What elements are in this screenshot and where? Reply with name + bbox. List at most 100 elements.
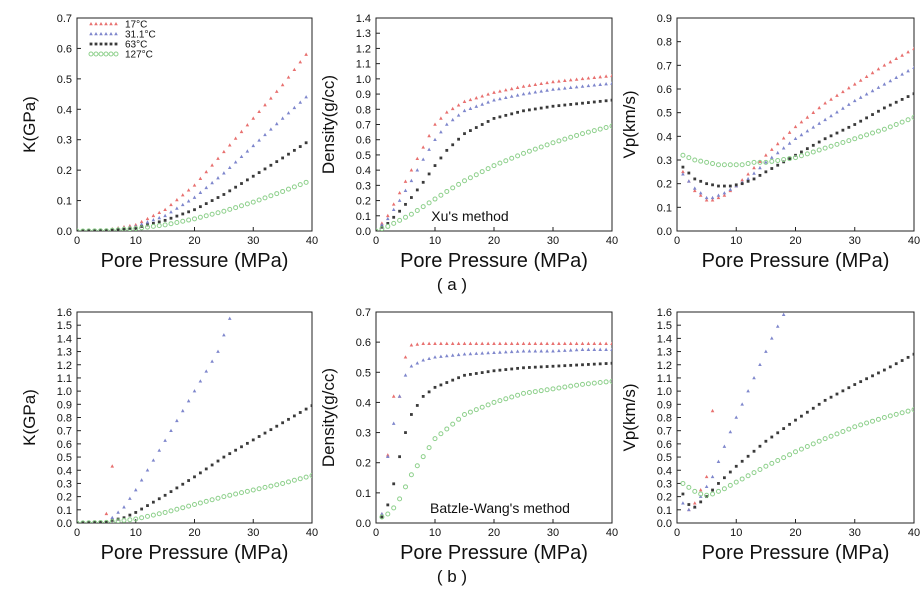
data-point xyxy=(716,195,721,200)
data-point xyxy=(603,379,609,385)
data-point xyxy=(509,394,515,400)
data-point xyxy=(504,368,508,371)
data-point xyxy=(687,503,691,506)
data-point xyxy=(467,409,473,415)
data-point xyxy=(392,482,396,486)
data-point xyxy=(146,504,149,507)
legend-marker xyxy=(109,32,113,36)
data-point xyxy=(110,228,114,231)
data-point xyxy=(286,111,291,115)
data-point xyxy=(539,341,543,345)
data-point xyxy=(899,410,905,416)
data-point xyxy=(875,416,881,422)
series-1 xyxy=(77,52,308,231)
x-axis-label: Pore Pressure (MPa) xyxy=(400,250,588,272)
data-point xyxy=(421,180,425,184)
data-point xyxy=(510,367,514,371)
data-point xyxy=(870,418,876,424)
data-point xyxy=(828,143,834,149)
data-point xyxy=(781,157,787,163)
data-point xyxy=(239,490,244,496)
x-tick-label: 20 xyxy=(488,235,500,247)
data-point xyxy=(192,216,197,222)
data-point xyxy=(516,366,519,370)
data-point xyxy=(421,145,425,149)
data-point xyxy=(457,137,460,141)
data-point xyxy=(139,515,145,521)
data-point xyxy=(391,394,396,398)
data-point xyxy=(104,511,109,516)
data-point xyxy=(704,492,710,498)
data-point xyxy=(805,410,809,414)
data-point xyxy=(251,143,256,148)
data-point xyxy=(204,467,208,471)
data-point xyxy=(752,171,756,175)
data-point xyxy=(581,363,584,367)
data-point xyxy=(876,85,881,89)
x-tick-label: 40 xyxy=(306,527,318,539)
data-point xyxy=(585,129,591,135)
data-point xyxy=(740,402,744,406)
chart-panel-5: 0 10 20 30 40 0.0 0.1 0.2 0.3 0.4 0.5 0.6 0.7 Pore Pr… xyxy=(319,307,618,564)
data-point xyxy=(174,219,180,225)
data-point xyxy=(462,99,467,103)
data-point xyxy=(829,97,833,101)
data-point xyxy=(828,433,834,439)
data-point xyxy=(169,216,173,220)
data-point xyxy=(445,122,449,126)
data-points xyxy=(680,46,914,202)
data-point xyxy=(592,75,597,79)
data-point xyxy=(309,473,312,479)
data-point xyxy=(692,488,698,494)
data-point xyxy=(169,490,173,494)
data-point xyxy=(77,229,79,231)
data-point xyxy=(397,394,402,398)
data-point xyxy=(204,369,209,373)
data-point xyxy=(92,228,98,231)
data-point xyxy=(509,341,514,345)
data-point xyxy=(687,171,691,175)
data-point xyxy=(698,191,703,195)
data-point xyxy=(169,210,173,214)
data-point xyxy=(858,95,863,99)
data-point xyxy=(274,121,279,126)
x-axis-label: Pore Pressure (MPa) xyxy=(400,542,588,564)
data-point xyxy=(209,211,215,217)
data-point xyxy=(721,486,727,492)
data-point xyxy=(156,511,162,517)
data-point xyxy=(450,117,455,122)
data-point xyxy=(598,341,602,345)
data-point xyxy=(722,191,727,195)
data-point xyxy=(687,179,691,183)
data-point xyxy=(81,521,85,523)
data-point xyxy=(521,390,526,396)
data-point xyxy=(198,190,203,194)
data-point xyxy=(497,398,503,404)
data-point xyxy=(251,438,255,442)
data-point xyxy=(286,479,291,485)
data-point xyxy=(521,92,526,96)
data-point xyxy=(509,349,514,354)
data-point xyxy=(710,195,715,200)
data-point xyxy=(781,136,786,140)
data-point xyxy=(391,202,396,206)
x-tick-label: 0 xyxy=(74,235,80,247)
data-point xyxy=(409,178,414,183)
data-point xyxy=(468,351,473,356)
data-point xyxy=(764,153,768,157)
x-tick-label: 0 xyxy=(674,527,680,539)
data-point xyxy=(245,149,250,153)
data-point xyxy=(439,383,443,387)
data-point xyxy=(887,124,893,130)
data-point xyxy=(504,350,508,354)
data-point xyxy=(486,92,490,96)
data-point xyxy=(216,156,220,160)
data-point xyxy=(268,193,274,199)
data-point xyxy=(380,511,384,516)
data-point xyxy=(474,341,479,345)
data-points xyxy=(379,341,612,520)
data-point xyxy=(822,145,828,151)
y-tick-label: 0.3 xyxy=(657,155,672,167)
data-point xyxy=(900,98,904,101)
